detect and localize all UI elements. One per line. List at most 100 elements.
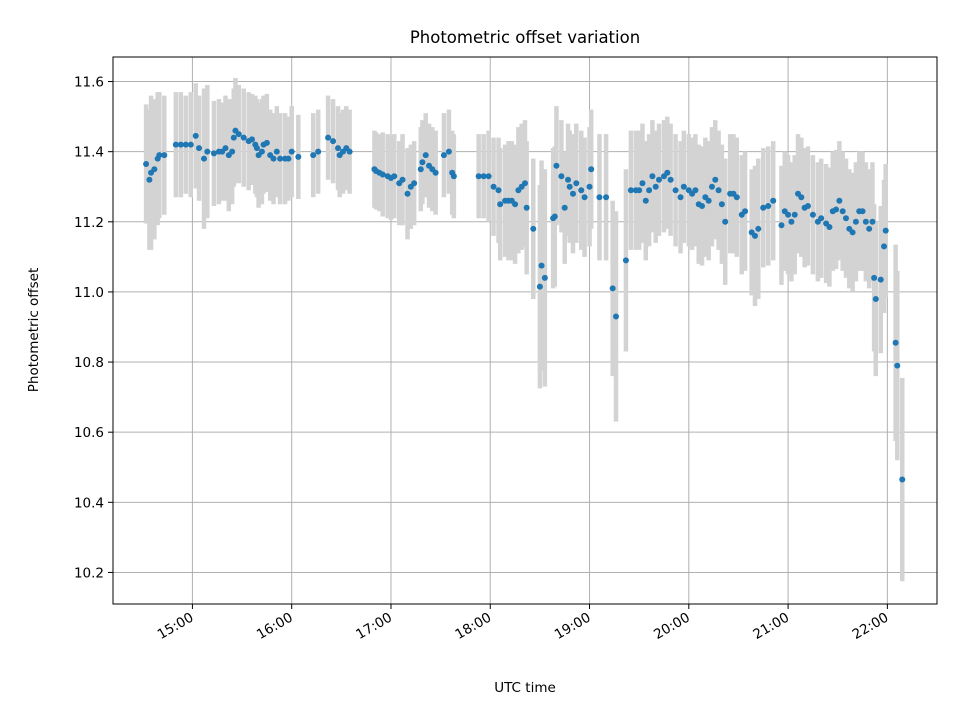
data-point — [871, 274, 878, 281]
data-point — [187, 141, 194, 148]
data-point — [765, 203, 772, 210]
data-point — [656, 176, 663, 183]
data-point — [833, 206, 840, 213]
data-point — [512, 201, 519, 208]
data-point — [222, 145, 229, 152]
data-point — [699, 203, 706, 210]
data-point — [859, 208, 866, 215]
data-point — [204, 148, 211, 155]
data-point — [411, 180, 418, 187]
data-point — [536, 283, 543, 290]
data-point — [285, 155, 292, 162]
data-point — [664, 169, 671, 176]
data-point — [839, 208, 846, 215]
data-point — [335, 145, 342, 152]
data-point — [240, 134, 247, 141]
data-point — [715, 187, 722, 194]
data-point — [770, 197, 777, 204]
data-point — [899, 476, 906, 483]
data-point — [569, 190, 576, 197]
data-point — [642, 197, 649, 204]
data-point — [310, 152, 317, 159]
data-point — [522, 180, 528, 187]
data-point — [399, 176, 406, 183]
data-point — [566, 183, 573, 190]
data-point — [680, 183, 687, 190]
y-tick-label: 10.8 — [74, 355, 104, 371]
plot-frame — [112, 56, 938, 605]
data-point — [788, 218, 795, 225]
data-point — [172, 141, 179, 148]
y-tick-label: 11.6 — [74, 75, 104, 91]
data-point — [692, 187, 699, 194]
data-point — [581, 194, 588, 201]
data-point — [652, 183, 659, 190]
data-point — [156, 152, 163, 159]
data-point — [565, 176, 572, 183]
data-point — [798, 194, 805, 201]
data-point — [586, 183, 593, 190]
data-point — [866, 225, 873, 232]
data-point — [785, 211, 792, 218]
data-point — [818, 215, 825, 222]
data-point — [705, 197, 712, 204]
y-tick-label: 11.4 — [74, 145, 104, 161]
x-axis-label: UTC time — [494, 680, 556, 696]
data-point — [551, 213, 558, 220]
data-point — [325, 134, 332, 141]
data-point — [270, 155, 277, 162]
data-point — [849, 229, 856, 236]
data-point — [253, 145, 260, 152]
data-point — [733, 194, 740, 201]
data-point — [450, 173, 457, 180]
data-point — [490, 183, 497, 190]
data-point — [622, 257, 629, 264]
data-point — [541, 274, 548, 281]
data-point — [495, 187, 502, 194]
data-point — [588, 166, 595, 173]
data-point — [760, 204, 767, 211]
data-point — [346, 148, 353, 155]
data-point — [872, 295, 879, 302]
data-point — [877, 276, 884, 283]
data-point — [882, 227, 889, 234]
data-point — [143, 160, 150, 167]
data-point — [613, 313, 620, 320]
data-point — [639, 180, 646, 187]
data-point — [894, 362, 901, 369]
y-tick-label: 10.6 — [74, 425, 104, 441]
data-point — [177, 141, 184, 148]
data-point — [573, 180, 580, 187]
data-point — [161, 152, 168, 159]
data-point — [192, 132, 199, 139]
data-point — [636, 187, 643, 194]
data-point — [277, 155, 284, 162]
data-point — [842, 215, 849, 222]
data-point — [432, 169, 439, 176]
data-point — [419, 159, 426, 166]
data-point — [718, 201, 725, 208]
data-point — [485, 173, 492, 180]
y-tick-label: 10.2 — [74, 565, 104, 581]
data-point — [852, 218, 859, 225]
data-point — [182, 141, 189, 148]
data-point — [295, 153, 302, 160]
data-point — [258, 148, 265, 155]
data-point — [196, 145, 203, 152]
data-point — [578, 187, 585, 194]
data-point — [892, 339, 899, 346]
data-point — [627, 187, 634, 194]
data-point — [201, 155, 208, 162]
data-point — [778, 222, 785, 229]
y-axis-label: Photometric offset — [26, 268, 42, 392]
data-point — [417, 166, 424, 173]
data-point — [708, 183, 715, 190]
data-point — [677, 194, 684, 201]
data-point — [742, 208, 749, 215]
data-point — [881, 243, 888, 250]
data-point — [751, 232, 758, 239]
data-point — [497, 201, 504, 208]
data-point — [248, 136, 255, 143]
data-point — [146, 176, 153, 183]
